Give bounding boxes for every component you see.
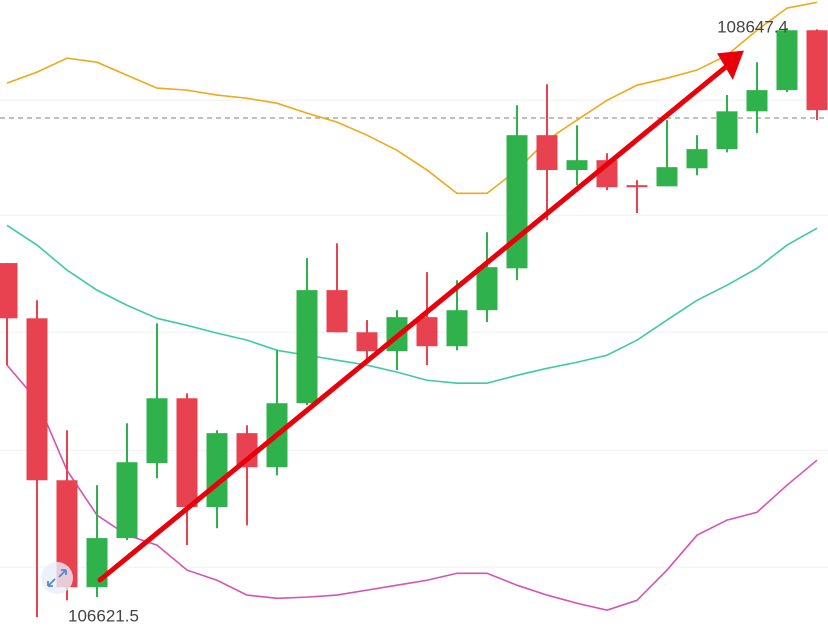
arrow-head — [717, 50, 744, 80]
candle-body — [776, 30, 798, 91]
candle-body — [146, 398, 168, 464]
trend-arrow — [97, 63, 730, 583]
grid — [0, 99, 828, 568]
price-label: 108647.4 — [717, 18, 788, 37]
candle-body — [176, 398, 198, 507]
candle-body — [56, 480, 78, 588]
candle-body — [536, 135, 558, 171]
candle-body — [356, 332, 378, 352]
candle-body — [0, 263, 18, 319]
overlay — [41, 50, 744, 594]
candle-body — [566, 160, 588, 171]
candle-body — [296, 290, 318, 404]
band-line — [6, 224, 818, 384]
labels: 108647.4 106621.5 — [68, 18, 788, 626]
candle-body — [626, 185, 648, 188]
candle-body — [806, 30, 828, 111]
candle-body — [686, 149, 708, 169]
candle-body — [116, 462, 138, 539]
candle-body — [206, 433, 228, 507]
candle-body — [716, 111, 738, 150]
candle-body — [26, 318, 48, 481]
candle-body — [506, 135, 528, 269]
price-label: 106621.5 — [68, 607, 139, 626]
expand-icon[interactable] — [41, 562, 73, 594]
band-line — [6, 1, 818, 195]
band-line — [6, 364, 818, 612]
bands — [6, 1, 818, 612]
candle-body — [86, 538, 108, 588]
candle-body — [446, 310, 468, 347]
candle-body — [326, 290, 348, 333]
candle-body — [416, 317, 438, 347]
candle-body — [746, 90, 768, 112]
candle-body — [476, 267, 498, 311]
candle-body — [656, 167, 678, 187]
candle-body — [236, 433, 258, 468]
candles — [0, 28, 828, 618]
